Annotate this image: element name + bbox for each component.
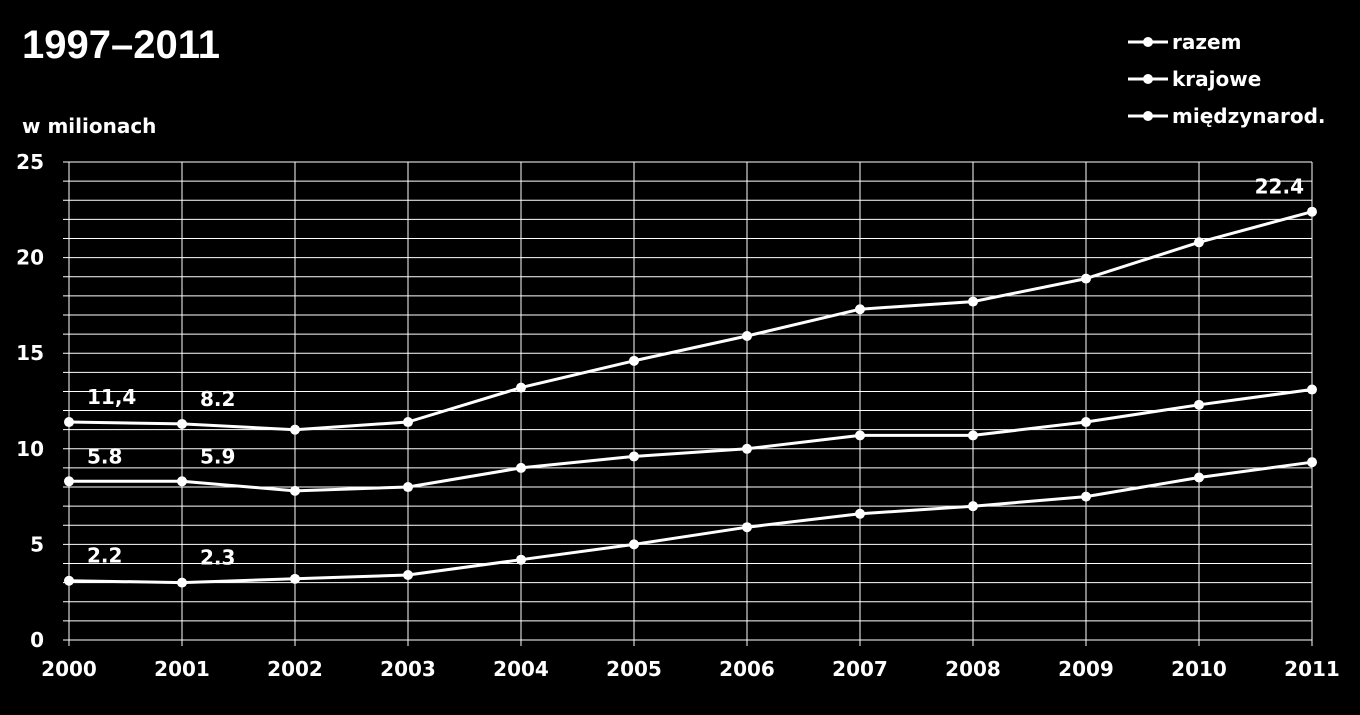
data-point	[64, 575, 74, 586]
x-tick-label: 2006	[719, 657, 775, 681]
data-point	[403, 417, 413, 428]
data-point	[1081, 417, 1091, 428]
data-point	[742, 330, 752, 341]
x-tick-label: 2001	[154, 657, 210, 681]
data-point	[290, 424, 300, 435]
data-point	[968, 430, 978, 441]
x-tick-label: 2008	[945, 657, 1001, 681]
series-line-3	[68, 460, 1313, 585]
data-point	[403, 482, 413, 493]
data-point	[629, 355, 639, 366]
x-tick-label: 2003	[380, 657, 436, 681]
legend-label: razem	[1172, 30, 1241, 54]
x-tick-label: 2009	[1058, 657, 1114, 681]
data-point	[177, 418, 187, 429]
data-point	[516, 382, 526, 393]
legend-label: międzynarod.	[1172, 104, 1326, 128]
x-tick-label: 2005	[606, 657, 662, 681]
data-point	[1081, 491, 1091, 502]
data-point	[403, 569, 413, 580]
axis-ticks: 0 5 10 15 20 25 2000 2001 2002 2003 2004 2005 2006 20…	[16, 150, 1340, 681]
series-line-1	[68, 210, 1313, 432]
series-line-2	[69, 388, 1313, 493]
data-label: 2.2	[87, 544, 122, 568]
x-tick-label: 2007	[832, 657, 888, 681]
y-tick-label: 0	[30, 628, 44, 652]
legend-label: krajowe	[1172, 67, 1261, 91]
data-point	[64, 417, 74, 428]
x-tick-label: 2011	[1284, 657, 1340, 681]
data-point	[1307, 384, 1317, 395]
data-point	[742, 443, 752, 454]
data-point	[742, 522, 752, 533]
data-point	[516, 462, 526, 473]
data-point	[516, 554, 526, 565]
data-point	[1194, 237, 1204, 248]
chart-title: 1997–2011	[22, 23, 220, 67]
data-point	[1081, 273, 1091, 284]
data-point	[629, 451, 639, 462]
data-point	[64, 476, 74, 487]
legend-marker	[1143, 111, 1153, 121]
data-point	[855, 430, 865, 441]
x-tick-label: 2002	[267, 657, 323, 681]
data-point	[855, 508, 865, 519]
x-tick-label: 2004	[493, 657, 549, 681]
data-label: 5.8	[87, 444, 122, 468]
data-point	[1307, 206, 1317, 217]
x-tick-label: 2000	[41, 657, 97, 681]
data-point	[290, 573, 300, 584]
y-tick-label: 5	[30, 532, 44, 556]
y-tick-label: 25	[16, 150, 44, 174]
x-tick-label: 2010	[1171, 657, 1227, 681]
data-point	[177, 476, 187, 487]
data-point	[1194, 399, 1204, 410]
data-point	[290, 485, 300, 496]
data-point	[968, 296, 978, 307]
data-label: 5.9	[200, 444, 235, 468]
y-unit-label: w milionach	[22, 114, 156, 138]
data-point	[177, 577, 187, 588]
data-label: 11,4	[87, 385, 136, 409]
legend-marker	[1143, 37, 1153, 47]
data-point	[629, 539, 639, 550]
series-lines	[64, 206, 1317, 588]
data-point	[1194, 472, 1204, 483]
data-label: 2.3	[200, 546, 235, 570]
data-labels: 11,4 8.2 22.4 5.8 5.9 2.2 2.3	[87, 175, 1304, 570]
data-label: 8.2	[200, 387, 235, 411]
data-point	[855, 304, 865, 315]
y-tick-label: 20	[16, 246, 44, 270]
legend-marker	[1143, 74, 1153, 84]
y-tick-label: 10	[16, 437, 44, 461]
data-point	[1307, 457, 1317, 468]
legend: razem krajowe międzynarod.	[1128, 30, 1326, 128]
data-point	[968, 501, 978, 512]
y-tick-label: 15	[16, 341, 44, 365]
gridlines	[63, 161, 1313, 646]
data-label: 22.4	[1255, 175, 1304, 199]
